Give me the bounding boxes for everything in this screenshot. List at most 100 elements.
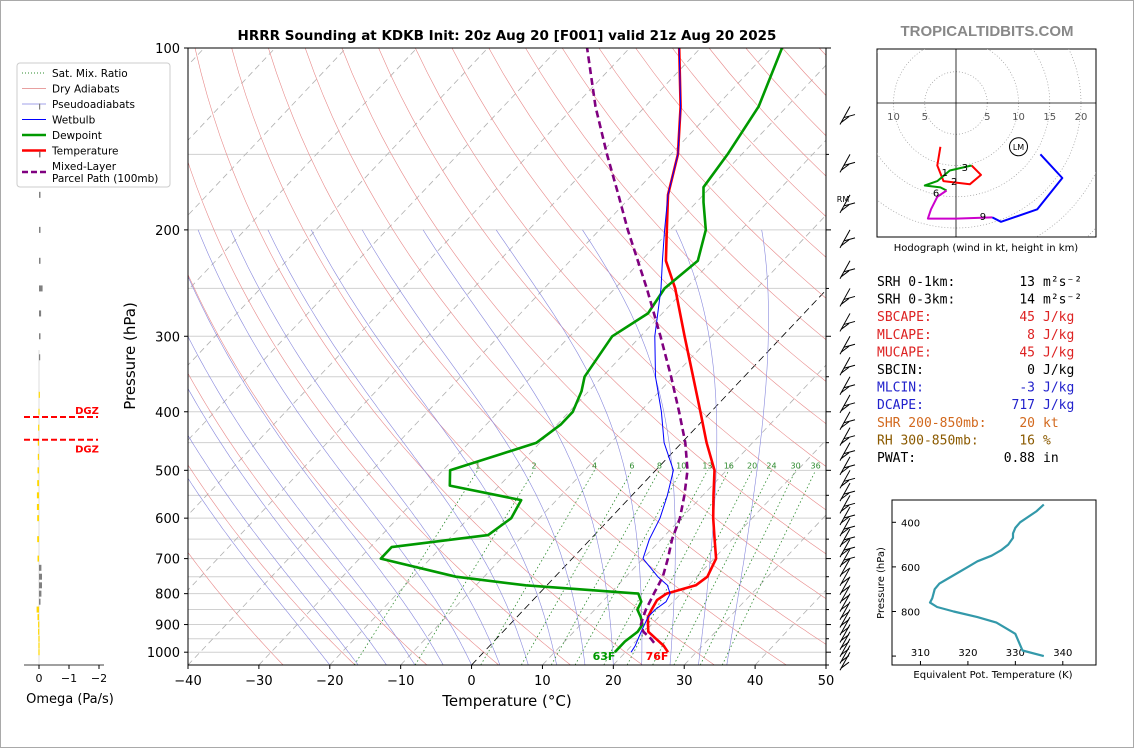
wind-barb-flag [840, 641, 850, 649]
hodograph-height-label: 2 [951, 177, 957, 188]
wind-barb-flag [843, 490, 856, 495]
wind-barb-flag [840, 492, 850, 500]
wind-barb-flag [840, 163, 850, 171]
isotherm [329, 139, 826, 665]
isotherm [542, 364, 826, 665]
omega-bar [39, 226, 41, 233]
legend-label: Temperature [51, 146, 119, 158]
theta-e-axes: 310 320 330 340 400 600 800 [892, 518, 1072, 665]
wind-barb-flag [840, 452, 850, 460]
omega-bar [36, 492, 39, 499]
y-tick-label: 400 [155, 406, 180, 421]
wind-barb-flag [843, 202, 856, 207]
wind-barb-flag [840, 655, 850, 662]
mixing-ratio-label: 2 [532, 461, 537, 470]
x-tick-label: −40 [174, 674, 201, 689]
moist-adiabat [361, 229, 586, 665]
stat-value: 45 [1019, 310, 1035, 325]
omega-bar [38, 649, 40, 656]
wind-barb-flag [840, 298, 850, 305]
stat-unit: kt [1043, 416, 1059, 431]
theta-e-line [928, 503, 1045, 658]
omega-bar [39, 564, 42, 571]
mixing-ratio-line [550, 470, 660, 665]
legend-label: Dewpoint [52, 130, 102, 142]
series-dewpoint [379, 48, 784, 654]
stat-label: SBCIN: [877, 363, 924, 378]
wind-barb-flag [840, 386, 850, 394]
stat-value: 0.88 [1004, 451, 1035, 466]
omega-bar [39, 191, 41, 198]
mixing-ratio-line [673, 470, 772, 665]
stat-label: MUCAPE: [877, 345, 932, 360]
moist-adiabat [188, 434, 359, 665]
skewt-background-lines: 1 2 4 6 8 10 13 16 20 24 30 36 [188, 48, 826, 665]
stat-unit: J/kg [1043, 381, 1074, 396]
moist-adiabat [726, 229, 769, 665]
legend-label: Mixed-Layer [52, 161, 117, 173]
x-tick-label: −20 [316, 674, 343, 689]
hodograph-segment [991, 153, 1064, 223]
stat-label: SBCAPE: [877, 310, 932, 325]
hodograph-tick-label: 10 [1012, 112, 1025, 123]
dgz-label: DGZ [75, 406, 99, 417]
skewt-axes: −40 −30 −20 −10 0 10 20 30 40 50 100 200 300 400 500 60… [147, 42, 834, 689]
omega-bar [38, 408, 40, 415]
omega-bar [37, 480, 39, 487]
wind-barb-flag [843, 450, 856, 455]
wind-barb-flag [840, 323, 850, 330]
wind-barb-flag [843, 556, 856, 561]
skewt-plot-area [187, 47, 827, 666]
omega-bar [39, 103, 41, 110]
mixing-ratio-line [574, 470, 682, 665]
y-tick-label: 100 [155, 42, 180, 57]
surface-temperature-label: 76F [646, 650, 669, 663]
mixing-ratio-line [353, 470, 479, 665]
y-tick-label: 700 [155, 553, 180, 568]
omega-tick-label: 0 [36, 672, 43, 685]
hodograph-tick-label: 5 [984, 112, 990, 123]
dry-adiabat [188, 161, 571, 665]
wind-barb-flag [840, 504, 850, 512]
mixing-ratio-line [699, 470, 796, 665]
isotherm [258, 64, 826, 665]
stat-value: 13 [1019, 275, 1035, 290]
isotherm [188, 48, 772, 665]
omega-xlabel: Omega (Pa/s) [26, 692, 114, 707]
mixing-ratio-label: 1 [475, 461, 480, 470]
hodograph: 10 5 5 10 15 20 123 6 9 LM [877, 49, 1096, 237]
omega-bar [39, 590, 42, 597]
wind-barb-flag [840, 558, 850, 566]
mixing-ratio-label: 16 [724, 461, 734, 470]
hodograph-height-label: 6 [933, 188, 939, 199]
mixing-ratio-label: 36 [811, 461, 821, 470]
dry-adiabat [598, 48, 826, 299]
wind-barb-flag [843, 514, 856, 519]
mixing-ratio-label: 6 [629, 461, 634, 470]
omega-bar [38, 628, 40, 635]
wind-barb-flag [843, 268, 856, 273]
dry-adiabat [451, 48, 826, 467]
hodograph-height-label: 1 [942, 168, 948, 179]
wind-barb-flag [840, 516, 850, 524]
omega-bar [38, 642, 40, 649]
hodograph-caption: Hodograph (wind in kt, height in km) [894, 243, 1079, 254]
dry-adiabat [194, 48, 643, 665]
dry-adiabat [341, 48, 826, 600]
wind-barb-flag [840, 366, 850, 374]
hodograph-tick-label: 15 [1043, 112, 1056, 123]
wind-barb-flag [840, 586, 850, 594]
wind-barb-flag [843, 435, 856, 440]
wind-barb-flag [840, 345, 850, 353]
stat-unit: m²s⁻² [1043, 293, 1082, 308]
legend-label: Sat. Mix. Ratio [52, 68, 128, 80]
theta-e-y-tick-label: 400 [901, 518, 920, 529]
wind-barb-flag [843, 343, 856, 348]
wind-barb-flag [840, 548, 850, 556]
stat-unit: % [1043, 433, 1051, 448]
moist-adiabat [188, 387, 387, 665]
omega-bar [37, 536, 39, 543]
mixing-ratio-label: 8 [657, 461, 662, 470]
omega-bar [36, 503, 39, 510]
wind-barb-flag [843, 477, 856, 482]
